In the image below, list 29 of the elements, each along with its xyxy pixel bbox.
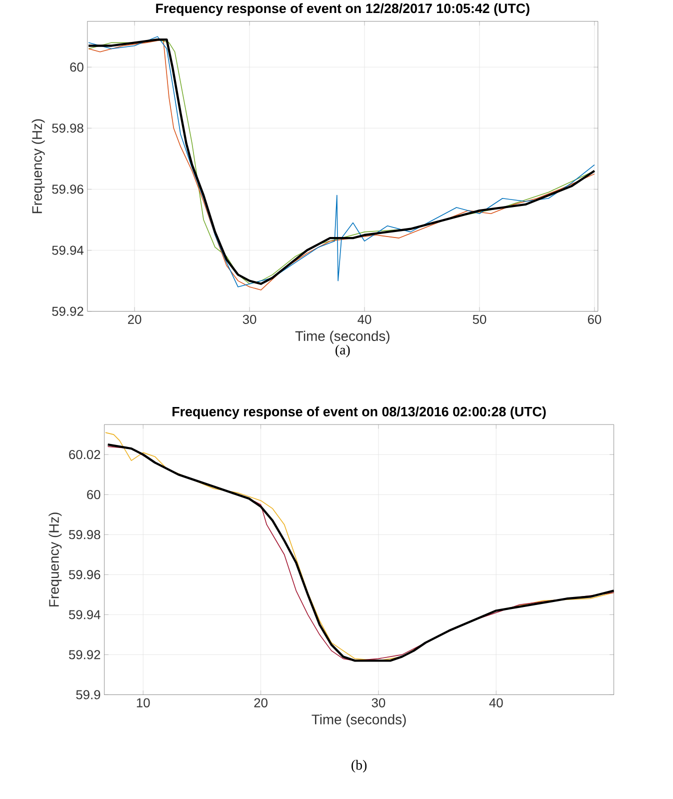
x-axis-title: Time (seconds) bbox=[295, 330, 390, 344]
x-tick-label: 40 bbox=[489, 698, 503, 708]
x-tick-label: 30 bbox=[242, 314, 256, 324]
y-tick-label: 59.92 bbox=[68, 650, 100, 660]
y-tick-label: 60.02 bbox=[68, 450, 100, 460]
chart-title: Frequency response of event on 08/13/2016 02:00:28 (UTC) bbox=[172, 406, 546, 420]
y-tick-label: 59.94 bbox=[52, 246, 84, 255]
y-tick-label: 60 bbox=[70, 62, 84, 72]
y-axis-title: Frequency (Hz) bbox=[32, 119, 45, 214]
x-tick-label: 50 bbox=[472, 314, 486, 324]
y-tick-label: 59.9 bbox=[76, 690, 100, 700]
y-axis-title: Frequency (Hz) bbox=[48, 512, 62, 606]
y-tick-label: 60 bbox=[86, 490, 100, 500]
x-tick-label: 20 bbox=[128, 314, 142, 324]
x-tick-label: 30 bbox=[372, 698, 385, 708]
y-tick-label: 59.96 bbox=[52, 184, 84, 194]
y-tick-label: 59.94 bbox=[68, 610, 100, 620]
text: (a) bbox=[335, 344, 350, 358]
x-tick-label: 10 bbox=[136, 698, 150, 708]
y-tick-label: 59.98 bbox=[52, 124, 84, 133]
text: (b) bbox=[351, 760, 366, 773]
chart-title: Frequency response of event on 12/28/2017 10:05:42 (UTC) bbox=[156, 3, 530, 16]
y-tick-label: 59.98 bbox=[68, 530, 100, 540]
x-tick-label: 60 bbox=[588, 314, 601, 324]
x-tick-label: 20 bbox=[254, 698, 268, 708]
y-tick-label: 59.96 bbox=[68, 570, 100, 580]
y-tick-label: 59.92 bbox=[52, 306, 84, 316]
x-tick-label: 40 bbox=[357, 314, 371, 324]
x-axis-title: Time (seconds) bbox=[312, 714, 406, 728]
